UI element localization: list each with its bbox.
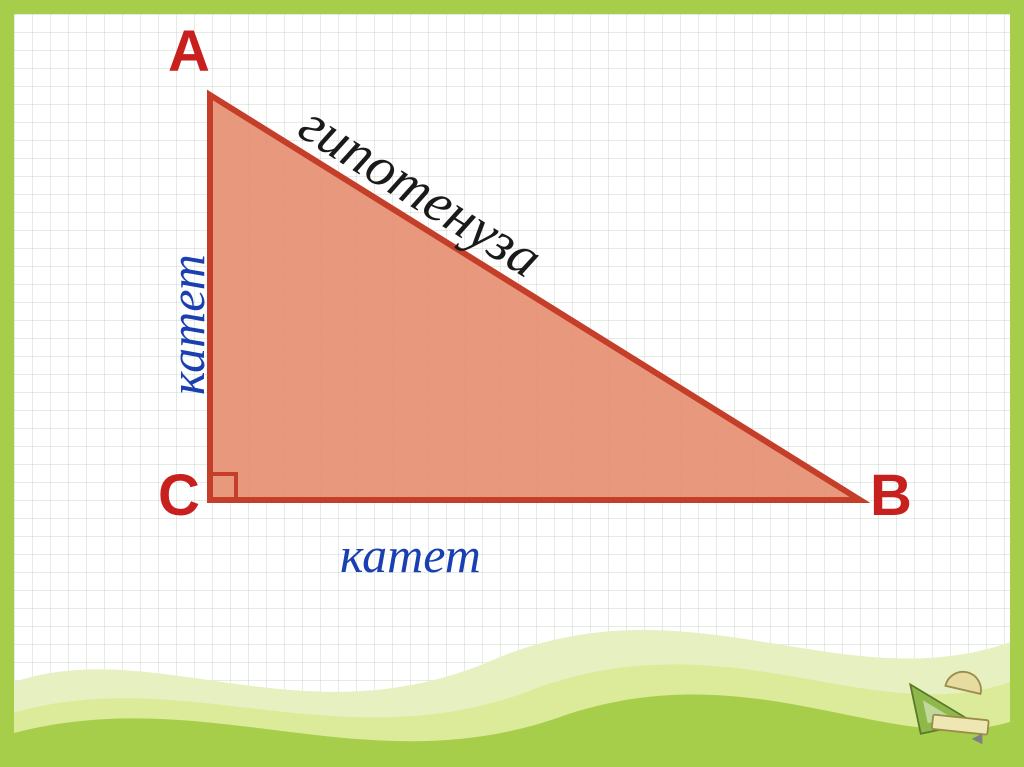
leg-horizontal-label: катет <box>340 526 481 584</box>
triangle-diagram <box>0 0 1024 767</box>
protractor-icon <box>945 668 984 694</box>
nav-back-button[interactable]: ◄ <box>968 728 986 749</box>
leg-vertical-label: катет <box>158 254 216 395</box>
vertex-label-b: В <box>870 462 912 529</box>
vertex-label-c: С <box>158 462 200 529</box>
vertex-label-a: А <box>168 18 210 85</box>
slide-root: А С В гипотенуза катет катет ◄ <box>0 0 1024 767</box>
